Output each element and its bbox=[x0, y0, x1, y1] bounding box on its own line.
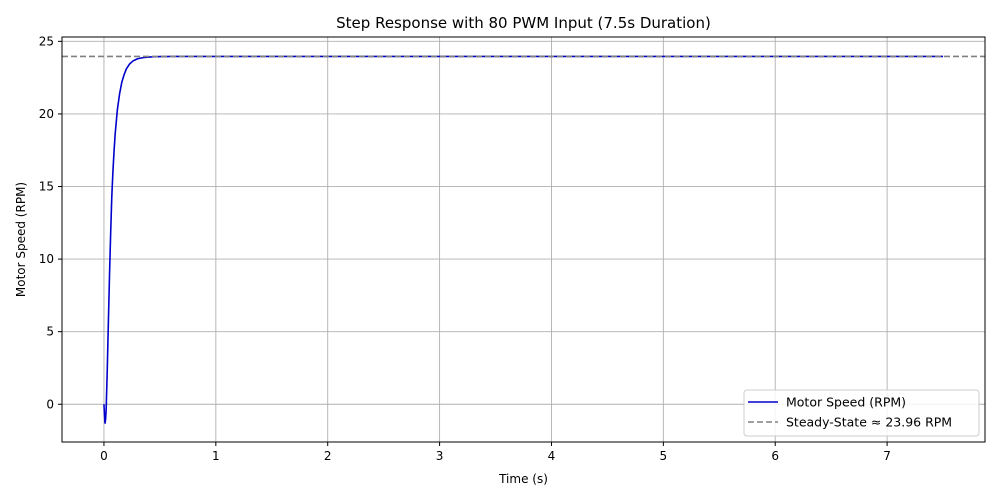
y-tick-label: 0 bbox=[46, 397, 54, 411]
legend-label-steady-state: Steady-State ≈ 23.96 RPM bbox=[786, 415, 952, 430]
y-tick-label: 15 bbox=[39, 180, 54, 194]
motor-speed-line bbox=[103, 55, 944, 424]
legend-box bbox=[743, 389, 980, 437]
y-axis-ticks: 0 5 10 15 20 25 bbox=[39, 34, 62, 411]
x-tick-label: 5 bbox=[660, 449, 668, 463]
y-tick-label: 10 bbox=[39, 252, 54, 266]
x-tick-label: 7 bbox=[883, 449, 891, 463]
chart-title: Step Response with 80 PWM Input (7.5s Du… bbox=[336, 14, 711, 32]
y-tick-label: 20 bbox=[39, 107, 54, 121]
legend-label-motor-speed: Motor Speed (RPM) bbox=[786, 395, 906, 410]
legend: Motor Speed (RPM) Steady-State ≈ 23.96 R… bbox=[743, 389, 980, 437]
x-tick-label: 6 bbox=[771, 449, 779, 463]
y-tick-label: 25 bbox=[39, 34, 54, 48]
grid-layer bbox=[62, 37, 985, 442]
y-axis-label: Motor Speed (RPM) bbox=[14, 182, 28, 297]
plot-frame bbox=[61, 36, 986, 443]
series-layer bbox=[62, 55, 985, 424]
x-tick-label: 1 bbox=[212, 449, 220, 463]
x-tick-label: 3 bbox=[436, 449, 444, 463]
x-axis-label: Time (s) bbox=[498, 472, 548, 486]
x-tick-label: 0 bbox=[100, 449, 108, 463]
x-tick-label: 4 bbox=[548, 449, 556, 463]
x-axis-ticks: 0 1 2 3 4 5 6 7 bbox=[100, 442, 891, 463]
y-tick-label: 5 bbox=[46, 325, 54, 339]
x-tick-label: 2 bbox=[324, 449, 332, 463]
